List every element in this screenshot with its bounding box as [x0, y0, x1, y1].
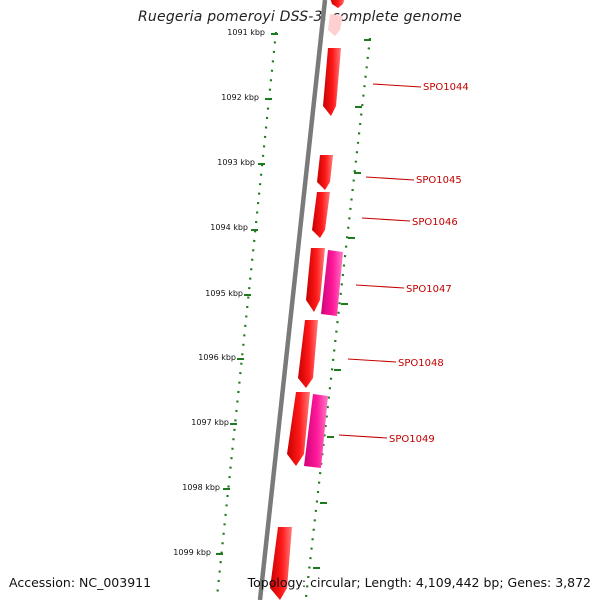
gene-block-spo1047-reverse[interactable]: [321, 250, 343, 316]
scale-ticks: [216, 33, 278, 555]
scale-label-1097: 1097 kbp: [191, 418, 229, 427]
gc-skew-track-left: [215, 31, 278, 598]
genome-summary-text: Topology: circular; Length: 4,109,442 bp…: [247, 575, 591, 590]
gene-arrow-spo1044[interactable]: [323, 48, 341, 116]
gene-arrow-top-partial[interactable]: [330, 0, 345, 8]
leader-line-spo1046: [361, 217, 411, 222]
leader-line-spo1044: [372, 83, 422, 88]
scale-label-1094: 1094 kbp: [210, 223, 248, 232]
gene-label-spo1048[interactable]: SPO1048: [398, 358, 444, 369]
gene-label-spo1044[interactable]: SPO1044: [423, 82, 469, 93]
leader-line-spo1045: [365, 176, 415, 181]
scale-label-1096: 1096 kbp: [198, 353, 236, 362]
right-track-ticks: [313, 39, 371, 569]
gene-arrow-spo1046[interactable]: [312, 192, 330, 238]
scale-label-1099: 1099 kbp: [173, 548, 211, 557]
scale-label-1092: 1092 kbp: [221, 93, 259, 102]
gc-skew-track-right: [304, 37, 372, 598]
leader-line-spo1047: [355, 284, 405, 289]
scale-labels: 1091 kbp 1092 kbp 1093 kbp 1094 kbp 1095…: [173, 28, 265, 557]
gene-arrow-spo1045[interactable]: [317, 155, 333, 190]
gene-arrow-bottom-partial[interactable]: [270, 527, 292, 600]
gene-arrow-spo1049[interactable]: [287, 392, 310, 466]
genome-backbone: [257, 0, 328, 600]
scale-label-1091: 1091 kbp: [227, 28, 265, 37]
scale-label-1098: 1098 kbp: [182, 483, 220, 492]
scale-label-1095: 1095 kbp: [205, 289, 243, 298]
gene-block-spo1049-reverse[interactable]: [304, 394, 328, 468]
gene-arrow-spo1047[interactable]: [306, 248, 325, 312]
gene-label-spo1045[interactable]: SPO1045: [416, 175, 462, 186]
gene-arrow-top-ghost: [328, 14, 343, 36]
leader-line-spo1048: [347, 358, 397, 363]
map-title: Ruegeria pomeroyi DSS-3, complete genome: [138, 9, 462, 25]
accession-text: Accession: NC_003911: [9, 575, 152, 590]
gene-labels: SPO1044 SPO1045 SPO1046 SPO1047 SPO1048 …: [338, 82, 469, 445]
scale-label-1093: 1093 kbp: [217, 158, 255, 167]
gene-label-spo1049[interactable]: SPO1049: [389, 434, 435, 445]
leader-line-spo1049: [338, 434, 388, 439]
gene-track: [270, 0, 345, 600]
gene-arrow-spo1048[interactable]: [298, 320, 318, 388]
gene-label-spo1047[interactable]: SPO1047: [406, 284, 452, 295]
gene-label-spo1046[interactable]: SPO1046: [412, 217, 458, 228]
